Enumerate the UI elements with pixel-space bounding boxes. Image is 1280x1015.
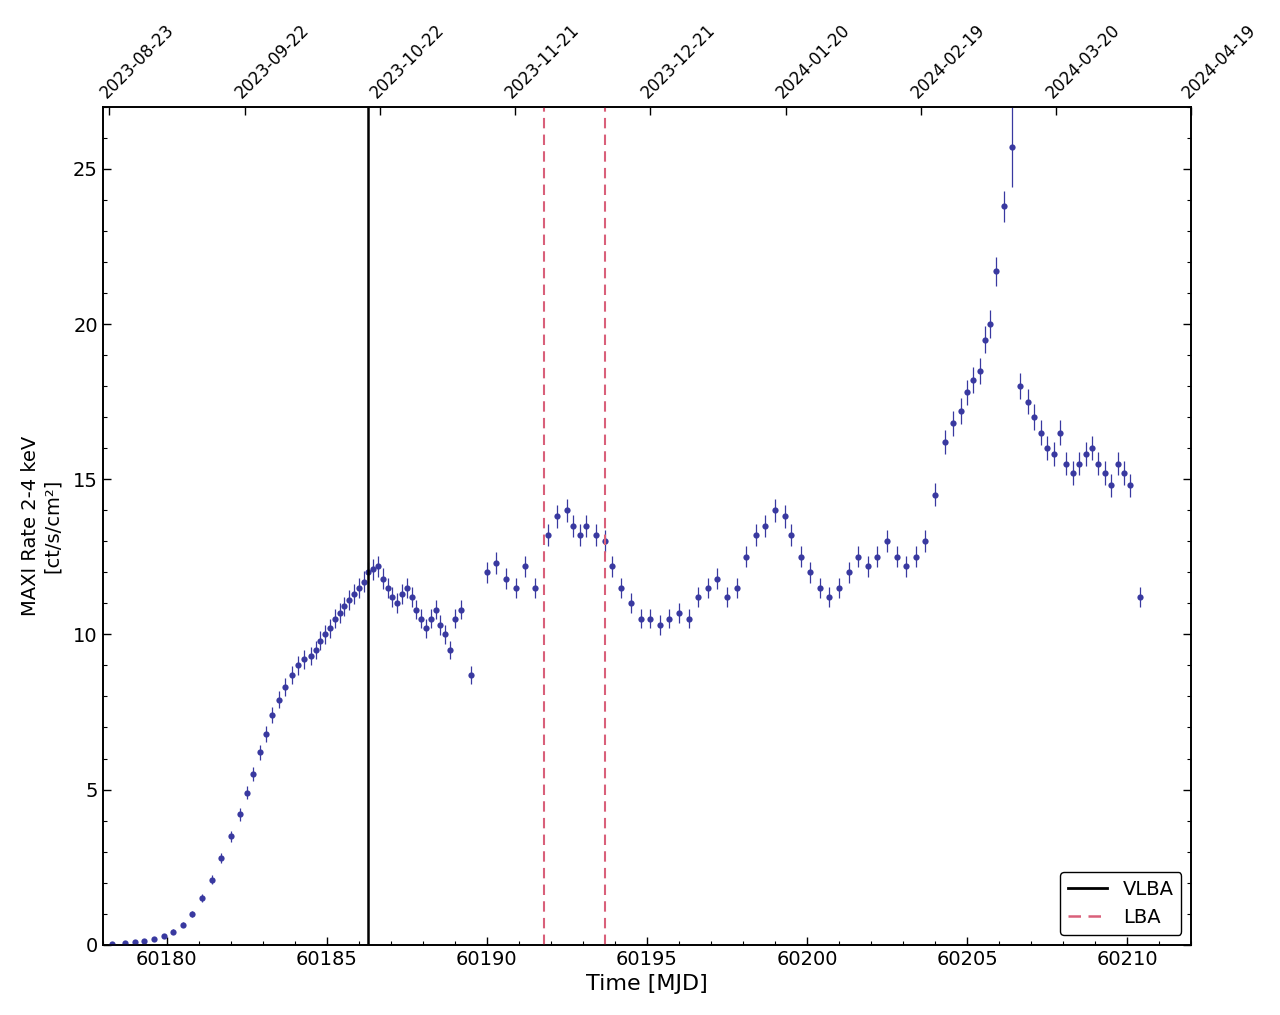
Y-axis label: MAXI Rate 2-4 keV
[ct/s/cm²]: MAXI Rate 2-4 keV [ct/s/cm²] — [20, 435, 61, 616]
Legend: VLBA, LBA: VLBA, LBA — [1060, 872, 1181, 935]
X-axis label: Time [MJD]: Time [MJD] — [586, 974, 708, 994]
